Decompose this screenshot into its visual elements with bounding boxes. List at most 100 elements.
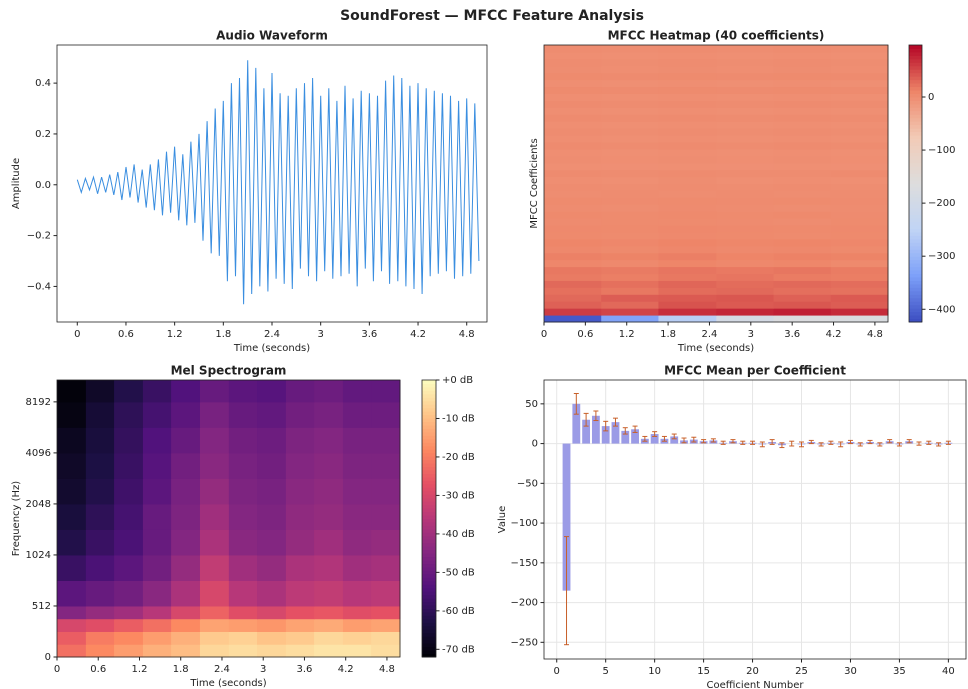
- colorbar-swatch: [422, 639, 436, 644]
- heatmap-cell: [544, 273, 602, 281]
- colorbar-swatch: [909, 218, 922, 223]
- colorbar-frame: [908, 44, 923, 323]
- heatmap-cell: [601, 280, 659, 288]
- heatmap-cell: [199, 580, 230, 607]
- heatmap-cell: [371, 554, 401, 581]
- heatmap-cell: [716, 51, 775, 60]
- colorbar-swatch: [422, 466, 436, 471]
- heatmap-cell: [171, 529, 201, 556]
- colorbar-swatch: [422, 625, 436, 630]
- heatmap-cell: [716, 308, 775, 316]
- heatmap-cell: [716, 204, 775, 212]
- heatmap-cell: [544, 45, 602, 53]
- heatmap-cell: [285, 605, 315, 620]
- heatmap-cell: [773, 273, 832, 281]
- heatmap-cell: [601, 114, 659, 122]
- y-tick-label: 512: [32, 601, 51, 612]
- colorbar-swatch: [909, 287, 922, 292]
- colorbar-swatch: [909, 228, 922, 233]
- heatmap-cell: [371, 452, 401, 479]
- colorbar-swatch: [909, 231, 922, 236]
- heatmap-cell: [830, 197, 889, 205]
- heatmap-cell: [716, 45, 775, 53]
- error-bar: [916, 441, 922, 446]
- y-tick-label: −200: [511, 598, 538, 609]
- error-bar: [799, 441, 805, 448]
- heatmap-cell: [544, 190, 602, 198]
- heatmap-cell: [171, 503, 201, 530]
- colorbar-swatch: [422, 431, 436, 436]
- bar: [572, 403, 581, 444]
- heatmap-cell: [257, 631, 287, 645]
- y-axis-label: Frequency (Hz): [11, 481, 22, 557]
- heatmap-cell: [142, 554, 172, 581]
- heatmap-cell: [314, 580, 344, 607]
- heatmap-cell: [228, 427, 258, 454]
- colorbar-swatch: [909, 76, 922, 81]
- heatmap-cell: [371, 618, 401, 632]
- heatmap-cell: [371, 380, 401, 403]
- colorbar-swatch: [422, 421, 436, 426]
- heatmap-cell: [601, 190, 659, 198]
- heatmap-cell: [544, 183, 602, 191]
- colorbar-swatch: [909, 207, 922, 212]
- heatmap-cell: [658, 280, 717, 288]
- heatmap-cell: [830, 183, 889, 191]
- error-bar: [652, 431, 658, 437]
- colorbar-swatch: [909, 186, 922, 191]
- heatmap-cell: [658, 86, 717, 94]
- colorbar-swatch: [909, 124, 922, 129]
- heatmap-cell: [142, 401, 172, 428]
- colorbar-tick-label: -10 dB: [442, 413, 475, 424]
- y-axis-label: Amplitude: [11, 158, 22, 209]
- heatmap-cell: [544, 51, 602, 60]
- colorbar-swatch: [422, 560, 436, 565]
- heatmap-cell: [57, 529, 87, 556]
- heatmap-cell: [314, 529, 344, 556]
- x-tick-label: 30: [844, 666, 857, 677]
- colorbar-swatch: [909, 58, 922, 63]
- colorbar-swatch: [422, 577, 436, 582]
- heatmap-cell: [171, 554, 201, 581]
- heatmap-cell: [544, 148, 602, 157]
- heatmap-cell: [85, 478, 115, 505]
- x-tick-label: 25: [795, 666, 808, 677]
- heatmap-cell: [830, 225, 889, 233]
- heatmap-cell: [601, 238, 659, 247]
- heatmap-cell: [773, 252, 832, 261]
- colorbar-tick-label: −300: [928, 251, 955, 262]
- heatmap-cell: [199, 380, 230, 403]
- heatmap-cell: [716, 294, 775, 302]
- colorbar-swatch: [909, 318, 922, 323]
- heatmap-cell: [658, 301, 717, 309]
- colorbar-swatch: [909, 183, 922, 188]
- x-tick-label: 1.2: [132, 664, 148, 675]
- heatmap-cell: [773, 287, 832, 295]
- heatmap-cell: [716, 245, 775, 254]
- heatmap-cell: [773, 197, 832, 205]
- heatmap-cell: [342, 478, 372, 505]
- heatmap-cell: [658, 225, 717, 233]
- x-tick-label: 4.8: [379, 664, 395, 675]
- heatmap-cell: [199, 452, 230, 479]
- heatmap-cell: [658, 259, 717, 268]
- x-tick-label: 3.6: [784, 329, 800, 340]
- heatmap-cell: [57, 580, 87, 607]
- colorbar-swatch: [909, 221, 922, 226]
- colorbar-swatch: [422, 632, 436, 637]
- axes-frame: [543, 44, 889, 323]
- heatmap-cell: [658, 183, 717, 191]
- heatmap-cell: [342, 631, 372, 645]
- colorbar-swatch: [422, 501, 436, 506]
- heatmap-cell: [544, 294, 602, 302]
- heatmap-cell: [171, 580, 201, 607]
- heatmap-cell: [658, 231, 717, 240]
- colorbar-swatch: [422, 521, 436, 526]
- colorbar-swatch: [909, 166, 922, 171]
- colorbar-swatch: [422, 476, 436, 481]
- heatmap-cell: [199, 478, 230, 505]
- colorbar-swatch: [909, 90, 922, 94]
- colorbar-swatch: [422, 459, 436, 464]
- heatmap-cell: [716, 176, 775, 184]
